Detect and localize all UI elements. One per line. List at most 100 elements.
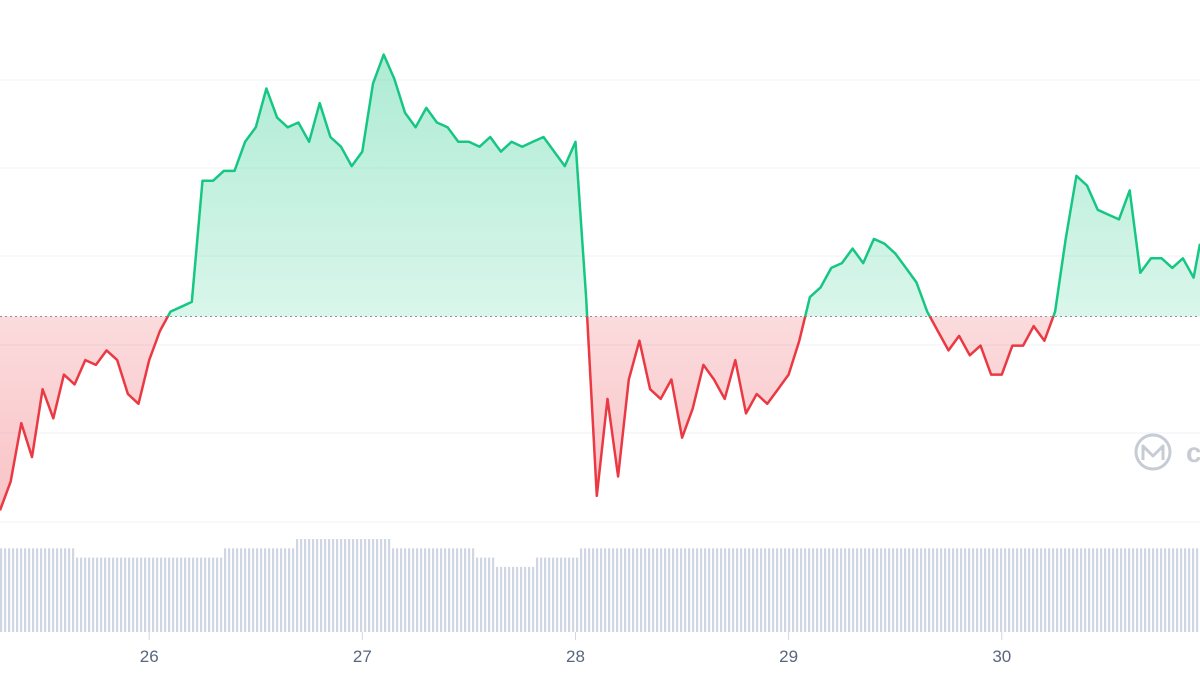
volume-bar <box>1004 548 1007 632</box>
volume-bar <box>1092 548 1095 632</box>
volume-bar <box>864 548 867 632</box>
volume-bar <box>1128 548 1131 632</box>
volume-bar <box>120 557 123 632</box>
volume-bar <box>616 548 619 632</box>
volume-bar <box>952 548 955 632</box>
volume-bar <box>664 548 667 632</box>
volume-bar <box>712 548 715 632</box>
volume-bar <box>732 548 735 632</box>
volume-bar <box>268 548 271 632</box>
volume-bar <box>692 548 695 632</box>
volume-bar <box>848 548 851 632</box>
volume-bar <box>1184 548 1187 632</box>
volume-bar <box>184 557 187 632</box>
volume-bar <box>0 548 3 632</box>
volume-bar <box>504 566 507 632</box>
volume-bar <box>552 557 555 632</box>
area-fill-below <box>0 316 1054 511</box>
volume-bar <box>924 548 927 632</box>
volume-bar <box>104 557 107 632</box>
volume-bar <box>784 548 787 632</box>
volume-bar <box>1072 548 1075 632</box>
volume-bar <box>1040 548 1043 632</box>
volume-bar <box>772 548 775 632</box>
price-line-above <box>166 53 1200 317</box>
volume-bar <box>200 557 203 632</box>
volume-bar <box>304 539 307 632</box>
volume-bar <box>1056 548 1059 632</box>
volume-bar <box>240 548 243 632</box>
volume-bar <box>1108 548 1111 632</box>
volume-bar <box>372 539 375 632</box>
volume-bar <box>492 557 495 632</box>
volume-bar <box>656 548 659 632</box>
volume-bar <box>40 548 43 632</box>
volume-bar <box>556 557 559 632</box>
volume-bar <box>916 548 919 632</box>
volume-bar <box>1064 548 1067 632</box>
volume-bar <box>908 548 911 632</box>
volume-bar <box>544 557 547 632</box>
volume-bar <box>1028 548 1031 632</box>
volume-bar <box>64 548 67 632</box>
volume-bar <box>1044 548 1047 632</box>
volume-bar <box>532 566 535 632</box>
volume-bar <box>308 539 311 632</box>
volume-bar <box>20 548 23 632</box>
volume-bar <box>140 557 143 632</box>
volume-bar <box>444 548 447 632</box>
volume-bar <box>260 548 263 632</box>
volume-bar <box>208 557 211 632</box>
volume-bar <box>220 557 223 632</box>
volume-bar <box>420 548 423 632</box>
volume-bar <box>176 557 179 632</box>
volume-bar <box>84 557 87 632</box>
volume-bar <box>624 548 627 632</box>
volume-bar <box>868 548 871 632</box>
x-tick-label: 27 <box>353 647 372 666</box>
x-tick-label: 30 <box>992 647 1011 666</box>
volume-bar <box>840 548 843 632</box>
volume-bar <box>760 548 763 632</box>
volume-bar <box>368 539 371 632</box>
volume-bar <box>288 548 291 632</box>
volume-bar <box>348 539 351 632</box>
volume-bar <box>652 548 655 632</box>
volume-bar <box>892 548 895 632</box>
volume-bar <box>128 557 131 632</box>
volume-bar <box>904 548 907 632</box>
volume-bar <box>1068 548 1071 632</box>
volume-bar <box>744 548 747 632</box>
volume-bar <box>96 557 99 632</box>
volume-bar <box>264 548 267 632</box>
volume-bar <box>172 557 175 632</box>
volume-bar <box>336 539 339 632</box>
volume-bar <box>612 548 615 632</box>
volume-bar <box>1144 548 1147 632</box>
volume-bar <box>280 548 283 632</box>
volume-bar <box>792 548 795 632</box>
volume-bar <box>396 548 399 632</box>
volume-bar <box>816 548 819 632</box>
volume-bar <box>1124 548 1127 632</box>
volume-bar <box>736 548 739 632</box>
volume-bar <box>228 548 231 632</box>
volume-bar <box>52 548 55 632</box>
volume-bar <box>1104 548 1107 632</box>
volume-bar <box>596 548 599 632</box>
volume-bar <box>996 548 999 632</box>
volume-bar <box>380 539 383 632</box>
volume-bar <box>804 548 807 632</box>
volume-bar <box>500 566 503 632</box>
volume-bar <box>432 548 435 632</box>
volume-bar <box>608 548 611 632</box>
volume-bar <box>204 557 207 632</box>
volume-bar <box>312 539 315 632</box>
volume-bar <box>8 548 11 632</box>
volume-bar <box>32 548 35 632</box>
volume-bar <box>928 548 931 632</box>
volume-bar <box>344 539 347 632</box>
volume-bar <box>660 548 663 632</box>
volume-bar <box>768 548 771 632</box>
